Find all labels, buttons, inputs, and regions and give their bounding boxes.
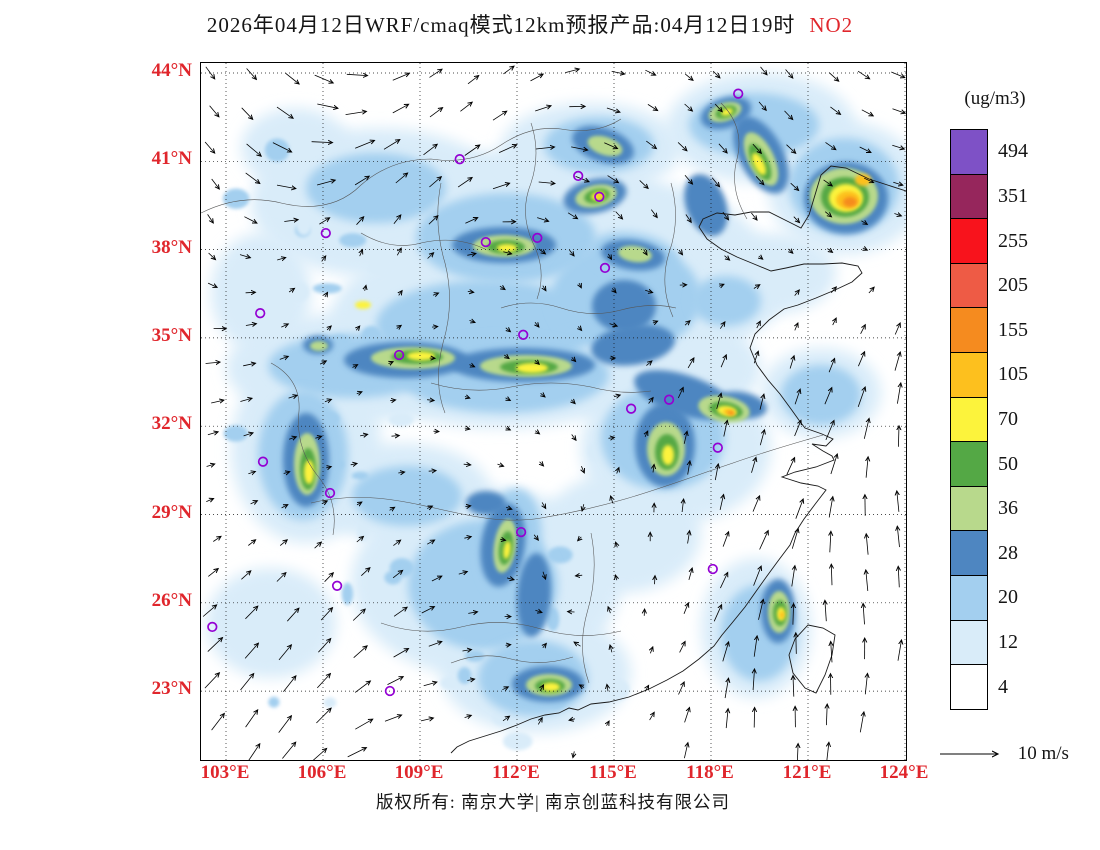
station-marker [594,191,605,202]
colorbar-cell [950,530,988,576]
colorbar-cell [950,129,988,175]
lon-tick-label: 124°E [879,762,929,783]
colorbar-level-label: 50 [998,452,1018,475]
station-marker [625,403,637,414]
colorbar-level-label: 4 [998,675,1008,698]
lon-tick-label: 109°E [394,762,444,783]
colorbar-level-label: 255 [998,229,1028,252]
station-marker [712,442,723,453]
colorbar-level-label: 20 [998,586,1018,609]
colorbar-cell [950,262,988,309]
colorbar-level-label: 70 [998,407,1018,430]
graticule [201,63,906,760]
lat-tick-label: 32°N [151,413,192,435]
wind-reference-arrow-icon [940,746,1008,762]
colorbar-level-label: 351 [998,184,1028,207]
station-marker [257,456,269,467]
province-borders [200,102,824,684]
wind-reference: 10 m/s [938,742,1100,778]
colorbar-cell [950,441,988,487]
colorbar-cell [950,619,988,666]
lat-tick-label: 23°N [151,678,192,700]
station-marker [454,154,465,165]
wind-vectors [202,66,905,764]
station-marker [573,170,584,182]
colorbar-level-label: 155 [998,318,1028,341]
title-species: NO2 [809,13,854,37]
colorbar-level-label: 28 [998,541,1018,564]
lon-tick-label: 106°E [297,762,347,783]
station-marker [707,563,718,575]
lon-tick-label: 121°E [782,762,832,783]
lon-tick-label: 118°E [686,762,734,783]
colorbar-cell [950,574,988,621]
station-marker [393,349,405,361]
station-marker [518,329,529,340]
lat-tick-label: 35°N [151,324,192,346]
station-marker [532,232,543,244]
station-marker [320,227,331,239]
colorbar-level-label: 494 [998,140,1028,163]
lon-tick-label: 115°E [589,762,637,783]
colorbar-units: (ug/m3) [964,88,1026,109]
colorbar-level-label: 12 [998,630,1018,653]
colorbar-level-label: 36 [998,497,1018,520]
wind-reference-label: 10 m/s [1017,742,1069,764]
station-marker [515,526,527,538]
station-marker [324,487,336,499]
lat-tick-label: 41°N [151,148,192,170]
station-marker [480,236,491,248]
station-marker [255,308,266,319]
lat-tick-label: 26°N [151,589,192,611]
station-marker [599,262,611,274]
colorbar-cell [950,351,988,398]
copyright: 版权所有: 南京大学| 南京创蓝科技有限公司 [375,792,731,812]
station-marker [663,394,675,405]
station-marker [384,685,396,697]
colorbar-cell [950,485,988,532]
colorbar-cell [950,307,988,353]
colorbar-level-label: 105 [998,363,1028,386]
map-frame [200,62,924,764]
station-marker [331,580,343,591]
station-marker [733,88,744,99]
lon-tick-label: 112°E [492,762,540,783]
colorbar-cell [950,173,988,220]
colorbar-level-label: 205 [998,274,1028,297]
concentration-field [206,73,924,751]
colorbar-cell [950,218,988,264]
station-marker [207,621,218,633]
colorbar [950,129,988,710]
colorbar-cell [950,664,988,710]
lat-tick-label: 29°N [151,501,192,523]
figure-title: 2026年04月12日WRF/cmaq模式12km预报产品:04月12日19时 N… [130,9,930,39]
lat-tick-label: 44°N [151,60,192,81]
title-text: 2026年04月12日WRF/cmaq模式12km预报产品:04月12日19时 [206,13,796,37]
colorbar-cell [950,396,988,443]
map-canvas [200,63,924,764]
lon-tick-label: 103°E [200,762,250,783]
lat-tick-label: 38°N [151,236,192,258]
station-markers [207,88,744,697]
